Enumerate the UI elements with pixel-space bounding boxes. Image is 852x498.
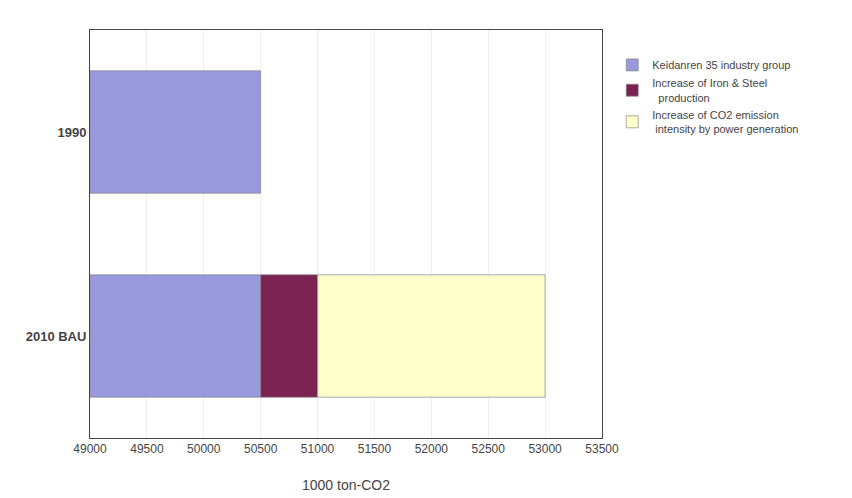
svg-text:53500: 53500 bbox=[585, 442, 619, 456]
svg-text:Increase of CO2 emission inten: Increase of CO2 emission intensity by po… bbox=[652, 109, 798, 135]
svg-text:52500: 52500 bbox=[472, 442, 506, 456]
svg-text:52000: 52000 bbox=[415, 442, 449, 456]
svg-text:50000: 50000 bbox=[187, 442, 221, 456]
svg-text:49500: 49500 bbox=[130, 442, 164, 456]
svg-text:51500: 51500 bbox=[358, 442, 392, 456]
svg-text:1000 ton-CO2: 1000 ton-CO2 bbox=[302, 477, 390, 493]
svg-text:53000: 53000 bbox=[528, 442, 562, 456]
svg-text:50500: 50500 bbox=[244, 442, 278, 456]
svg-text:1990: 1990 bbox=[57, 125, 86, 140]
svg-text:51000: 51000 bbox=[301, 442, 335, 456]
svg-text:Keidanren 35 industry group: Keidanren 35 industry group bbox=[652, 59, 790, 71]
svg-text:2010 BAU: 2010 BAU bbox=[26, 329, 87, 344]
svg-text:49000: 49000 bbox=[73, 442, 107, 456]
svg-text:Increase of Iron & Steel prod: Increase of Iron & Steel production bbox=[652, 77, 767, 103]
